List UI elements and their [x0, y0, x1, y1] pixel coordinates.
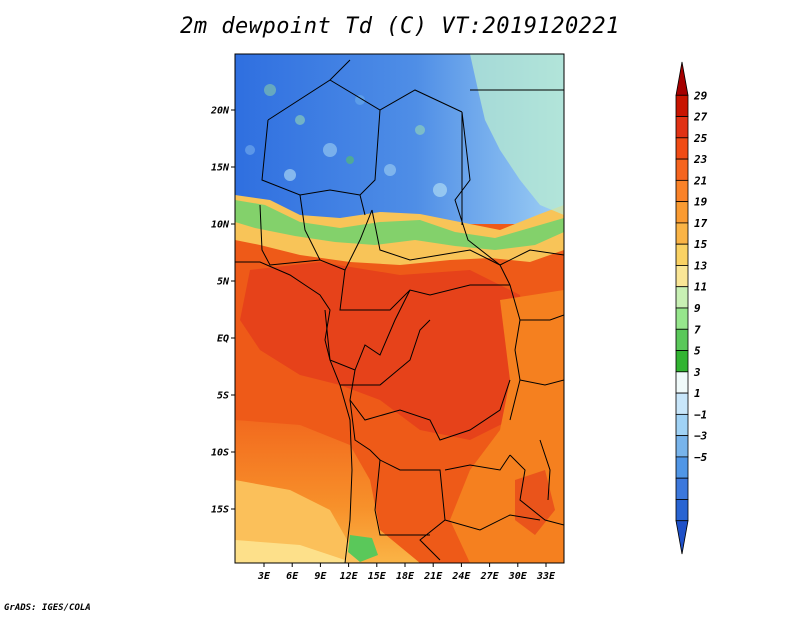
- ne-green-area: [470, 54, 564, 215]
- colorbar-swatch: [675, 94, 689, 117]
- lon-label: 21E: [423, 571, 443, 582]
- lon-label: 18E: [396, 571, 415, 582]
- colorbar-swatch: [675, 243, 689, 266]
- lon-label: 33E: [536, 571, 556, 582]
- colorbar-swatch: [675, 307, 689, 330]
- lake-malawi-warm: [515, 470, 555, 535]
- lon-label: 24E: [451, 571, 471, 582]
- lon-label: 6E: [286, 571, 299, 582]
- colorbar-swatch: [675, 477, 689, 500]
- lon-label: 9E: [314, 571, 327, 582]
- colorbar-label: 1: [694, 387, 701, 400]
- colorbar-label: 7: [694, 323, 701, 336]
- colorbar-swatch: [675, 286, 689, 309]
- angola-green-patch: [348, 535, 378, 562]
- sw-pale-field: [235, 480, 360, 563]
- colorbar-swatch: [675, 350, 689, 373]
- colorbar-label: 3: [693, 366, 701, 379]
- lon-label: 12E: [340, 571, 359, 582]
- north-speckles: [245, 84, 447, 197]
- colorbar-swatch: [675, 222, 689, 245]
- colorbar-swatch: [675, 371, 689, 394]
- colorbar-swatch: [675, 116, 689, 139]
- map-frame: [234, 53, 565, 564]
- lon-label: 30E: [508, 571, 528, 582]
- latitude-axis: 20N 15N 10N 5N EQ 5S 10S 15S: [210, 106, 235, 516]
- colorbar-label: 29: [693, 89, 708, 102]
- lat-label: 10N: [211, 220, 230, 231]
- colorbar-swatch: [675, 158, 689, 181]
- colorbar-swatch: [675, 520, 689, 555]
- colorbar-swatch: [675, 137, 689, 160]
- colorbar-swatch: [675, 456, 689, 479]
- country-borders: [235, 59, 564, 563]
- lat-label: 15N: [211, 163, 230, 174]
- colorbar-label: 13: [694, 259, 708, 272]
- colorbar-label: 5: [694, 345, 701, 358]
- lat-label: 15S: [211, 505, 229, 516]
- colorbar-label: 23: [693, 153, 708, 166]
- colorbar-swatch: [675, 392, 689, 415]
- humid-green-band: [235, 200, 564, 250]
- lon-label: 27E: [480, 571, 500, 582]
- colorbar-label: −5: [694, 451, 708, 464]
- colorbar-label: 17: [694, 217, 708, 230]
- lon-label: 3E: [257, 571, 271, 582]
- lat-label: 5S: [217, 391, 229, 402]
- colorbar: 29 27 25 23 21 19 17 15 13 11 9 7 5 3 1 −1 −3 −5: [675, 61, 708, 555]
- lat-label: EQ: [217, 334, 229, 345]
- colorbar-label: 11: [694, 281, 707, 294]
- map-area: [235, 54, 564, 563]
- map-title: 2m dewpoint Td (C) VT:2019120221: [180, 14, 620, 39]
- colorbar-swatch: [675, 499, 689, 522]
- colorbar-label: 25: [693, 132, 708, 145]
- ocean-pale-strip: [235, 540, 345, 563]
- colorbar-swatch: [675, 413, 689, 437]
- colorbar-label: −1: [694, 408, 707, 421]
- grads-credit: GrADS: IGES/COLA: [4, 603, 91, 613]
- longitude-axis: 3E 6E 9E 12E 15E 18E 21E 24E 27E 30E 33E: [257, 563, 556, 582]
- colorbar-swatch: [675, 328, 689, 351]
- lat-label: 10S: [211, 448, 229, 459]
- colorbar-label: 15: [694, 238, 708, 251]
- colorbar-label: 9: [694, 302, 701, 315]
- colorbar-label: 19: [694, 196, 708, 209]
- colorbar-swatch: [675, 201, 689, 224]
- lat-label: 5N: [217, 277, 230, 288]
- colorbar-swatch: [675, 179, 689, 203]
- lat-label: 20N: [210, 106, 230, 117]
- colorbar-swatch: [675, 61, 689, 96]
- colorbar-swatch: [675, 435, 689, 458]
- congo-core: [240, 262, 530, 440]
- colorbar-label: 21: [693, 174, 707, 187]
- colorbar-label: 27: [693, 111, 708, 124]
- colorbar-label: −3: [694, 430, 708, 443]
- lon-label: 15E: [368, 571, 387, 582]
- colorbar-swatch: [675, 265, 689, 288]
